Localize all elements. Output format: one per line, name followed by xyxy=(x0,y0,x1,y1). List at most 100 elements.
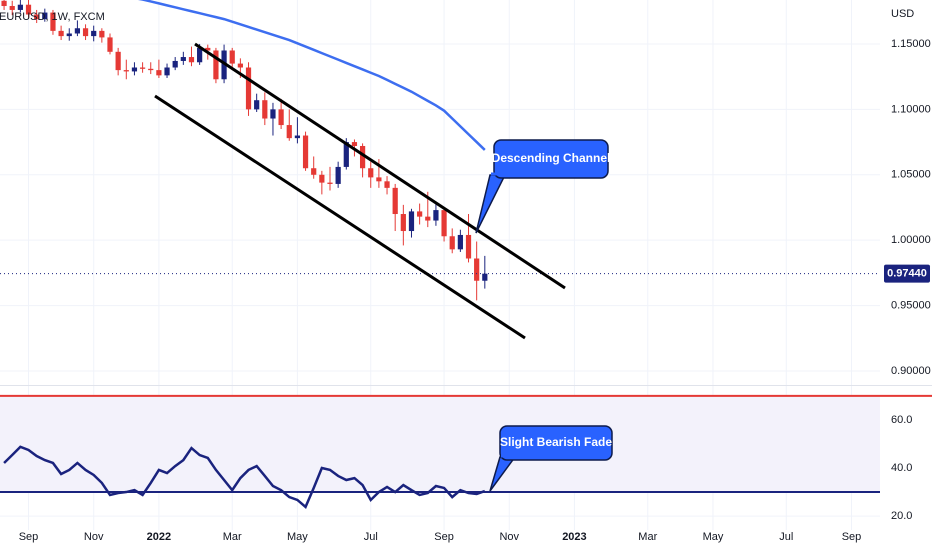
x-tick-label: Jul xyxy=(779,531,793,543)
candle-body xyxy=(237,63,243,68)
candle-body xyxy=(123,70,129,72)
candle-body xyxy=(286,125,292,139)
candle-body xyxy=(376,177,382,182)
x-tick-label: 2023 xyxy=(562,531,586,543)
candle-body xyxy=(408,211,415,232)
candle-body xyxy=(302,135,309,169)
candle-body xyxy=(1,0,7,7)
candle-body xyxy=(188,57,195,63)
y-tick-label: 1.10000 xyxy=(891,103,931,115)
chart-title: EURUSD, 1W, FXCM xyxy=(0,11,105,23)
candle-body xyxy=(433,210,439,221)
candle-body xyxy=(172,60,178,68)
x-tick-label: Sep xyxy=(434,531,454,543)
annotation: Slight Bearish Fade xyxy=(500,435,612,449)
candle-body xyxy=(131,67,138,72)
candle-body xyxy=(359,145,366,169)
candle-body xyxy=(107,37,113,52)
candle-body xyxy=(156,70,162,76)
candle-body xyxy=(254,100,260,110)
candle-body xyxy=(262,100,268,119)
candle-body xyxy=(400,214,406,232)
x-tick-label: Sep xyxy=(842,531,862,543)
y-tick-label: 1.05000 xyxy=(891,169,931,181)
x-tick-label: Jul xyxy=(364,531,378,543)
candle-body xyxy=(42,12,48,20)
candle-body xyxy=(384,181,390,188)
candle-body xyxy=(115,51,121,71)
candle-body xyxy=(17,4,23,10)
candle-body xyxy=(351,142,358,146)
candle-body xyxy=(392,187,398,215)
candle-body xyxy=(9,6,15,10)
grid xyxy=(0,0,880,530)
candle-body xyxy=(474,258,480,281)
callout: Slight Bearish Fade xyxy=(489,425,613,492)
x-tick-label: Nov xyxy=(499,531,519,543)
candle-body xyxy=(441,210,447,237)
x-tick-label: May xyxy=(703,531,724,543)
rsi-line xyxy=(3,445,486,509)
y-tick-label: 1.15000 xyxy=(891,38,931,50)
candle-body xyxy=(335,166,341,184)
channel-lower xyxy=(154,94,526,340)
candle-body xyxy=(465,234,472,259)
candle-body xyxy=(74,28,81,34)
candle-body xyxy=(139,67,146,69)
candle-body xyxy=(197,47,203,63)
y-tick-label: 1.00000 xyxy=(891,234,931,246)
last-price-label: 0.97440 xyxy=(887,268,927,280)
annotation: Descending Channel xyxy=(492,151,611,165)
marks xyxy=(0,0,932,509)
candle-body xyxy=(368,168,374,178)
candle-body xyxy=(66,33,72,37)
y-tick-label: 0.95000 xyxy=(891,299,931,311)
axis-unit: USD xyxy=(891,8,914,20)
candle-body xyxy=(213,50,219,80)
pane-divider xyxy=(0,385,932,386)
candle-body xyxy=(294,135,301,139)
candle-body xyxy=(58,30,64,37)
y-tick-label: 60.0 xyxy=(891,414,912,426)
rsi xyxy=(0,395,880,509)
candle-body xyxy=(245,67,252,110)
candle-body xyxy=(50,12,56,31)
candle-body xyxy=(164,67,170,76)
rsi-band xyxy=(0,395,880,493)
y-tick-label: 0.90000 xyxy=(891,365,931,377)
x-tick-label: Sep xyxy=(19,531,39,543)
x-tick-label: Nov xyxy=(84,531,104,543)
x-tick-label: May xyxy=(287,531,308,543)
candle-body xyxy=(25,4,32,15)
last-price-box xyxy=(884,264,930,283)
candle-body xyxy=(148,68,154,71)
x-tick-label: Mar xyxy=(223,531,242,543)
candle-body xyxy=(180,57,186,61)
candles xyxy=(1,0,488,301)
candle-body xyxy=(99,30,105,38)
candle-body xyxy=(343,142,349,167)
candle-body xyxy=(311,168,317,175)
candle-body xyxy=(82,28,89,37)
candle-body xyxy=(278,109,284,126)
x-tick-label: 2022 xyxy=(147,531,171,543)
moving-average-line xyxy=(137,0,486,151)
candle-body xyxy=(327,182,333,184)
candle-body xyxy=(91,30,97,37)
y-tick-label: 20.0 xyxy=(891,510,912,522)
candle-body xyxy=(270,109,276,119)
candle-body xyxy=(425,216,431,221)
candle-body xyxy=(319,174,325,183)
callout: Descending Channel xyxy=(475,139,611,234)
y-tick-label: 40.0 xyxy=(891,462,912,474)
candle-body xyxy=(229,50,235,64)
candle-body xyxy=(205,47,211,51)
candle-body xyxy=(457,234,463,250)
candle-body xyxy=(482,273,488,281)
candle-body xyxy=(34,14,40,20)
candle-body xyxy=(449,236,455,250)
x-tick-label: Mar xyxy=(638,531,657,543)
channel-upper xyxy=(194,42,566,290)
candle-body xyxy=(417,211,423,217)
